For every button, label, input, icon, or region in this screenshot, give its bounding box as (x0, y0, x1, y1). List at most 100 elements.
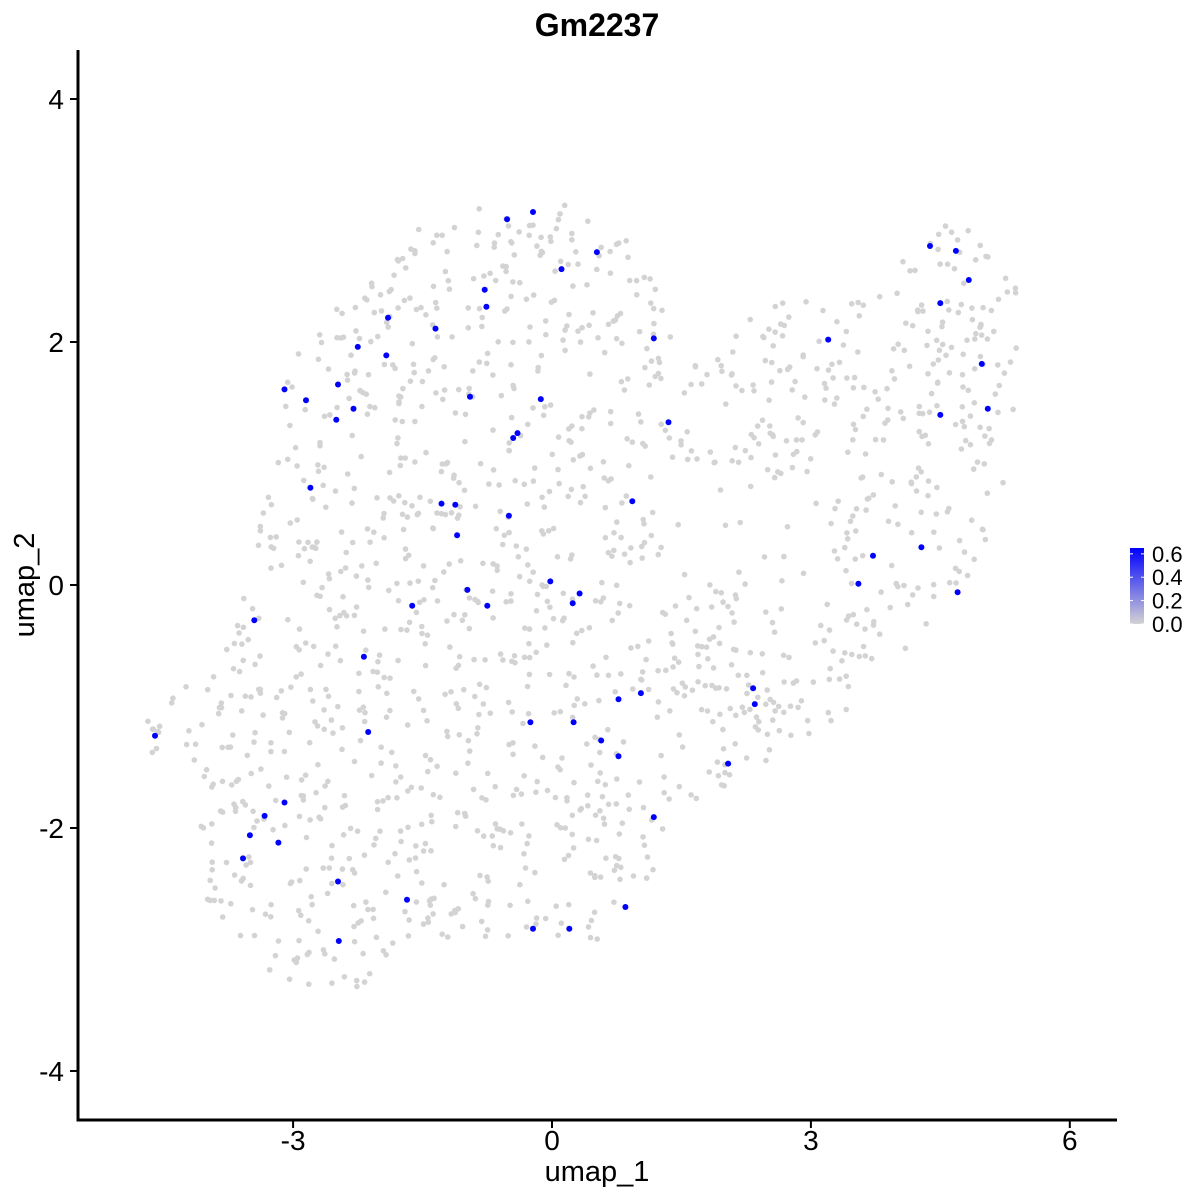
background-cell-point (623, 493, 630, 499)
background-cell-point (611, 899, 617, 905)
background-cell-point (486, 481, 492, 487)
background-cell-point (592, 872, 598, 879)
background-cell-point (521, 654, 528, 661)
background-cell-point (579, 425, 585, 432)
background-cell-point (525, 562, 531, 568)
background-cell-point (567, 556, 574, 562)
background-cell-point (349, 539, 356, 546)
background-cell-point (340, 334, 347, 341)
background-cell-point (440, 396, 446, 403)
background-cell-point (234, 622, 241, 629)
background-cell-point (228, 692, 234, 699)
background-cell-point (995, 409, 1001, 416)
background-cell-point (864, 606, 870, 613)
background-cell-point (570, 845, 577, 851)
background-cell-point (548, 238, 554, 245)
expressed-cell-point (570, 719, 577, 726)
background-cell-point (420, 848, 427, 854)
background-cell-point (971, 366, 978, 372)
background-cell-point (814, 365, 820, 372)
background-cell-point (395, 657, 401, 664)
background-cell-point (908, 479, 914, 486)
background-cell-point (710, 665, 717, 671)
background-cell-point (934, 402, 940, 409)
background-cell-point (432, 577, 438, 584)
background-cell-point (272, 952, 279, 959)
background-cell-point (466, 385, 473, 392)
background-cell-point (694, 643, 701, 649)
background-cell-point (429, 584, 436, 591)
background-cell-point (1007, 359, 1014, 365)
background-cell-point (314, 539, 320, 545)
background-cell-point (341, 792, 348, 799)
background-cell-point (571, 779, 577, 786)
background-cell-point (325, 366, 332, 372)
background-cell-point (901, 347, 908, 354)
background-cell-point (413, 609, 420, 616)
background-cell-point (850, 421, 857, 428)
background-cell-point (769, 359, 775, 366)
background-cell-point (623, 238, 629, 244)
background-cell-point (394, 256, 401, 263)
background-cell-point (305, 539, 311, 546)
background-cell-point (526, 640, 532, 647)
background-cell-point (358, 453, 365, 460)
background-cell-point (506, 447, 512, 454)
background-cell-point (251, 824, 257, 831)
background-cell-point (525, 710, 532, 717)
background-cell-point (698, 706, 705, 713)
background-cell-point (295, 351, 302, 357)
background-cell-point (626, 462, 632, 469)
background-cell-point (510, 751, 516, 758)
background-cell-point (523, 546, 530, 552)
background-cell-point (414, 511, 421, 518)
background-cell-point (904, 601, 911, 608)
background-cell-point (639, 555, 645, 561)
background-cell-point (936, 545, 943, 551)
background-cell-point (353, 328, 359, 334)
background-cell-point (555, 466, 561, 473)
background-cell-point (363, 647, 369, 653)
background-cell-point (652, 286, 659, 293)
background-cell-point (747, 649, 754, 656)
background-cell-point (980, 304, 986, 311)
expressed-cell-point (825, 336, 832, 343)
colorbar-tick-label: 0.2 (1152, 589, 1183, 614)
expressed-cell-point (725, 760, 732, 767)
background-cell-point (418, 785, 425, 791)
background-cell-point (843, 328, 850, 335)
background-cell-point (430, 283, 437, 290)
background-cell-point (693, 605, 700, 612)
expressed-cell-point (650, 814, 657, 821)
background-cell-point (490, 615, 496, 621)
background-cell-point (207, 877, 213, 884)
background-cell-point (868, 655, 875, 662)
background-cell-point (542, 404, 548, 410)
background-cell-point (251, 739, 257, 745)
background-cell-point (332, 615, 339, 622)
background-cell-point (645, 638, 652, 644)
background-cell-point (900, 258, 906, 265)
background-cell-point (617, 876, 623, 883)
background-cell-point (204, 686, 211, 693)
background-cell-point (434, 232, 440, 238)
background-cell-point (723, 401, 729, 407)
background-cell-point (371, 529, 377, 535)
background-cell-point (843, 706, 849, 713)
background-cell-point (309, 901, 315, 908)
background-cell-point (516, 573, 523, 580)
background-cell-point (394, 440, 400, 447)
expressed-cell-point (335, 381, 341, 388)
background-cell-point (455, 705, 462, 712)
background-cell-point (331, 956, 338, 962)
background-cell-point (255, 542, 262, 549)
background-cell-point (726, 772, 733, 778)
background-cell-point (526, 578, 533, 585)
background-cell-point (470, 368, 476, 374)
background-cell-point (786, 314, 792, 320)
background-cell-point (763, 757, 769, 764)
background-cell-point (803, 299, 809, 305)
background-cell-point (612, 689, 618, 695)
background-cell-point (821, 380, 828, 387)
